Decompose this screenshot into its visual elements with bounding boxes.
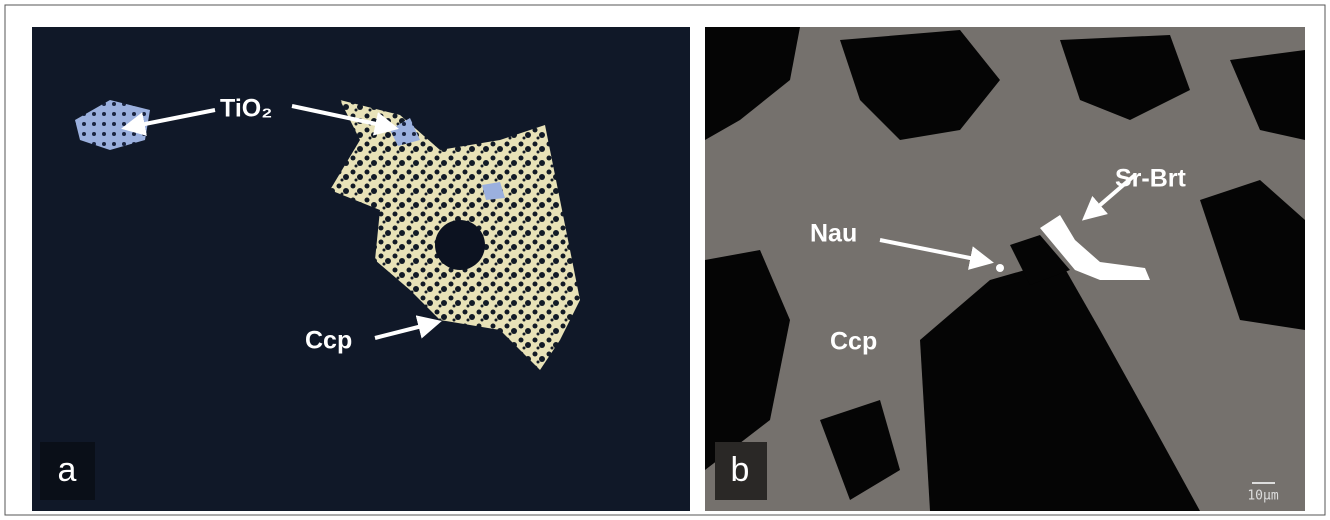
annotation: Nau (810, 220, 857, 248)
frame (4, 4, 1326, 516)
panel-label: a (58, 451, 77, 489)
scale-bar-label: 10μm (1247, 489, 1278, 504)
panel-b: Sr-Brt Nau Ccp b 10μm (705, 27, 1305, 511)
panel-label: b (731, 451, 750, 489)
panel-a: TiO₂ Ccp a (32, 27, 690, 511)
annotation: TiO₂ (220, 95, 272, 123)
annotation: Ccp (305, 327, 352, 355)
annotation: Ccp (830, 328, 877, 356)
annotation: Sr-Brt (1115, 165, 1187, 193)
